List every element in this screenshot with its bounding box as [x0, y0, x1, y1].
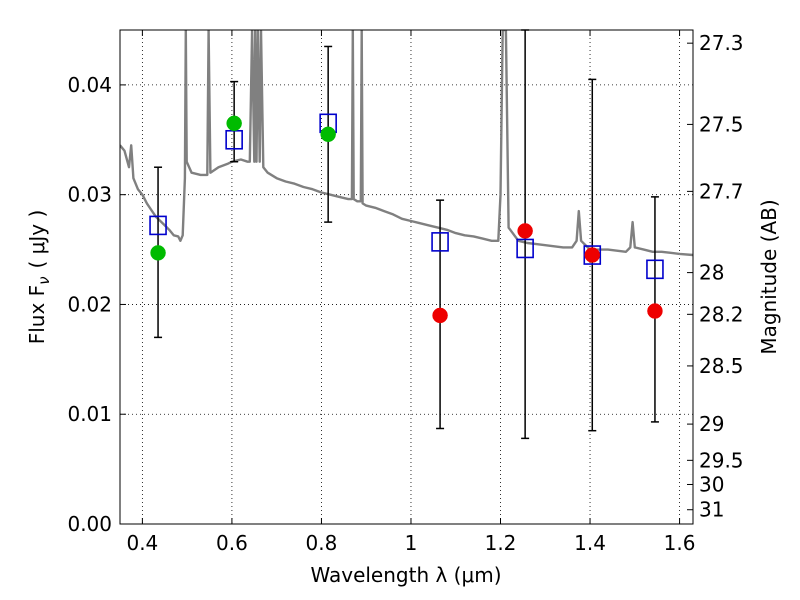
y2-tick-label: 30: [699, 472, 724, 496]
observed-optical-point: [226, 115, 242, 132]
y-tick-label: 0.02: [67, 292, 112, 316]
y-axis: 0.00 0.01 0.02 0.03 0.04: [67, 73, 126, 536]
y-tick-label: 0.00: [67, 512, 112, 536]
model-photometry-square: [583, 245, 602, 265]
x-axis: 0.4 0.6 0.8 1 1.2 1.4 1.6: [126, 30, 695, 555]
observed-nir-point: [584, 247, 601, 263]
y2-tick-label: 28.2: [699, 302, 744, 326]
model-photometry-square: [646, 259, 664, 280]
plot-background: [120, 30, 693, 524]
y-tick-label: 0.01: [67, 402, 112, 426]
sed-model-line: [120, 30, 693, 257]
plot-frame: [119, 29, 694, 525]
observed-optical-point: [320, 126, 336, 143]
x-tick-label: 1.2: [485, 531, 517, 555]
x-tick-label: 1.4: [574, 531, 606, 555]
model-photometry-square: [516, 238, 534, 259]
y2-tick-label: 27.5: [699, 112, 744, 136]
y2-tick-label: 29: [699, 412, 724, 436]
y2-tick-label: 29.5: [699, 448, 744, 472]
y-tick-label: 0.03: [67, 183, 112, 207]
sed-layer: [120, 30, 693, 257]
observed-nir-point: [432, 307, 448, 324]
model-photometry-square: [431, 232, 449, 252]
y-axis-label-text: Flux F: [25, 285, 49, 344]
y-tick-label: 0.04: [67, 73, 112, 97]
model-photometry-square: [149, 215, 167, 236]
x-tick-label: 0.6: [216, 531, 248, 555]
observed-nir-point: [647, 303, 663, 319]
y2-tick-label: 28: [699, 261, 724, 285]
x-tick-label: 0.8: [306, 531, 338, 555]
marker-layer: [149, 29, 664, 440]
y2-tick-label: 27.3: [699, 31, 744, 55]
x-axis-label: Wavelength λ (μm): [310, 563, 501, 587]
y-axis-label: Flux Fν ( μJy ): [25, 210, 53, 345]
x-tick-label: 1: [405, 531, 418, 555]
y-axis-label-subscript: ν: [35, 276, 53, 284]
x-tick-label: 0.4: [126, 531, 158, 555]
observed-optical-point: [150, 245, 166, 261]
y2-axis-label: Magnitude (AB): [757, 199, 781, 354]
y2-tick-label: 27.7: [699, 179, 744, 203]
observed-nir-point: [517, 223, 533, 239]
y-axis-label-unit: ( μJy ): [25, 210, 49, 269]
x-tick-label: 1.6: [664, 531, 696, 555]
y2-tick-label: 31: [699, 498, 724, 522]
y2-tick-label: 28.5: [699, 354, 744, 378]
